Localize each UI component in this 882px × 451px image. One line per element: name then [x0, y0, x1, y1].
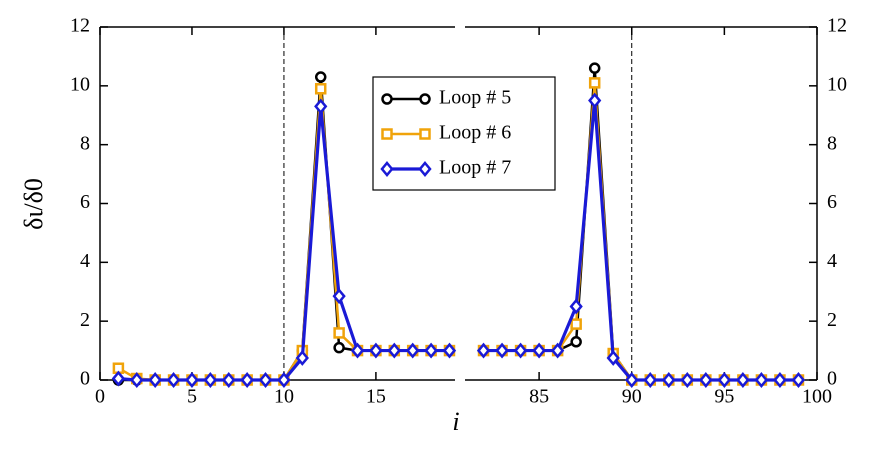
legend-marker: [418, 161, 432, 177]
legend-entry: Loop # 6: [381, 122, 511, 144]
y-tick-label: 12: [827, 15, 847, 37]
legend-label: Loop # 7: [439, 157, 511, 179]
marker: [111, 370, 126, 387]
marker: [295, 349, 309, 366]
x-tick-label: 0: [95, 386, 105, 408]
marker: [240, 372, 254, 388]
marker: [258, 372, 273, 388]
marker: [643, 372, 657, 388]
marker: [332, 288, 346, 305]
marker: [442, 342, 457, 359]
marker: [369, 342, 383, 359]
marker: [387, 342, 401, 359]
marker: [588, 77, 601, 89]
marker: [166, 372, 181, 388]
series: [111, 98, 457, 388]
x-tick-label: 10: [274, 386, 294, 408]
marker: [424, 342, 438, 359]
marker: [406, 342, 420, 359]
legend-label: Loop # 5: [439, 87, 511, 109]
y-tick-label: 4: [827, 250, 837, 272]
marker: [130, 372, 144, 388]
x-tick-label: 85: [529, 386, 549, 408]
legend-marker: [381, 93, 393, 105]
legend-marker: [419, 128, 431, 140]
y-axis-label: δι/δ0: [19, 178, 48, 230]
y-tick-label: 10: [70, 73, 90, 95]
x-tick-label: 100: [802, 386, 832, 408]
legend-entry: Loop # 7: [380, 157, 511, 179]
marker: [148, 372, 162, 388]
marker: [333, 341, 345, 354]
marker: [569, 298, 583, 315]
marker: [625, 372, 639, 388]
marker: [588, 92, 602, 109]
x-tick-label: 95: [714, 386, 734, 408]
legend-label: Loop # 6: [439, 122, 511, 144]
legend-marker: [419, 93, 431, 105]
y-tick-label: 2: [827, 309, 837, 331]
x-axis-label: i: [452, 407, 459, 436]
marker: [350, 342, 365, 359]
y-tick-label: 6: [827, 191, 837, 213]
marker: [314, 98, 328, 115]
marker: [680, 372, 694, 388]
marker: [277, 372, 291, 388]
marker: [495, 342, 509, 359]
marker: [203, 372, 217, 388]
y-tick-label: 0: [80, 368, 90, 390]
marker: [717, 372, 731, 388]
marker: [699, 372, 713, 388]
marker: [551, 342, 565, 359]
marker: [222, 372, 236, 388]
marker: [476, 342, 491, 359]
marker: [185, 372, 199, 388]
marker: [333, 327, 345, 339]
legend-marker: [380, 161, 394, 177]
y-tick-label: 8: [827, 132, 837, 154]
y-tick-label: 4: [80, 250, 90, 272]
marker: [314, 83, 327, 95]
y-tick-label: 6: [80, 191, 90, 213]
marker: [662, 372, 676, 388]
marker: [588, 62, 601, 74]
marker: [736, 372, 750, 388]
y-tick-label: 8: [80, 132, 90, 154]
x-tick-label: 90: [622, 386, 642, 408]
marker: [773, 372, 787, 388]
marker: [570, 318, 582, 330]
marker: [513, 342, 528, 359]
y-tick-label: 0: [827, 368, 837, 390]
marker: [570, 336, 582, 348]
y-tick-label: 10: [827, 73, 847, 95]
marker: [314, 71, 327, 83]
y-tick-label: 2: [80, 309, 90, 331]
legend-marker: [381, 128, 393, 140]
marker: [791, 372, 806, 388]
x-tick-label: 15: [366, 386, 386, 408]
y-tick-label: 12: [70, 15, 90, 37]
series: [476, 92, 806, 388]
x-tick-label: 5: [187, 386, 197, 408]
marker: [754, 372, 769, 388]
marker: [606, 349, 620, 366]
legend-entry: Loop # 5: [381, 87, 511, 109]
marker: [532, 342, 546, 359]
